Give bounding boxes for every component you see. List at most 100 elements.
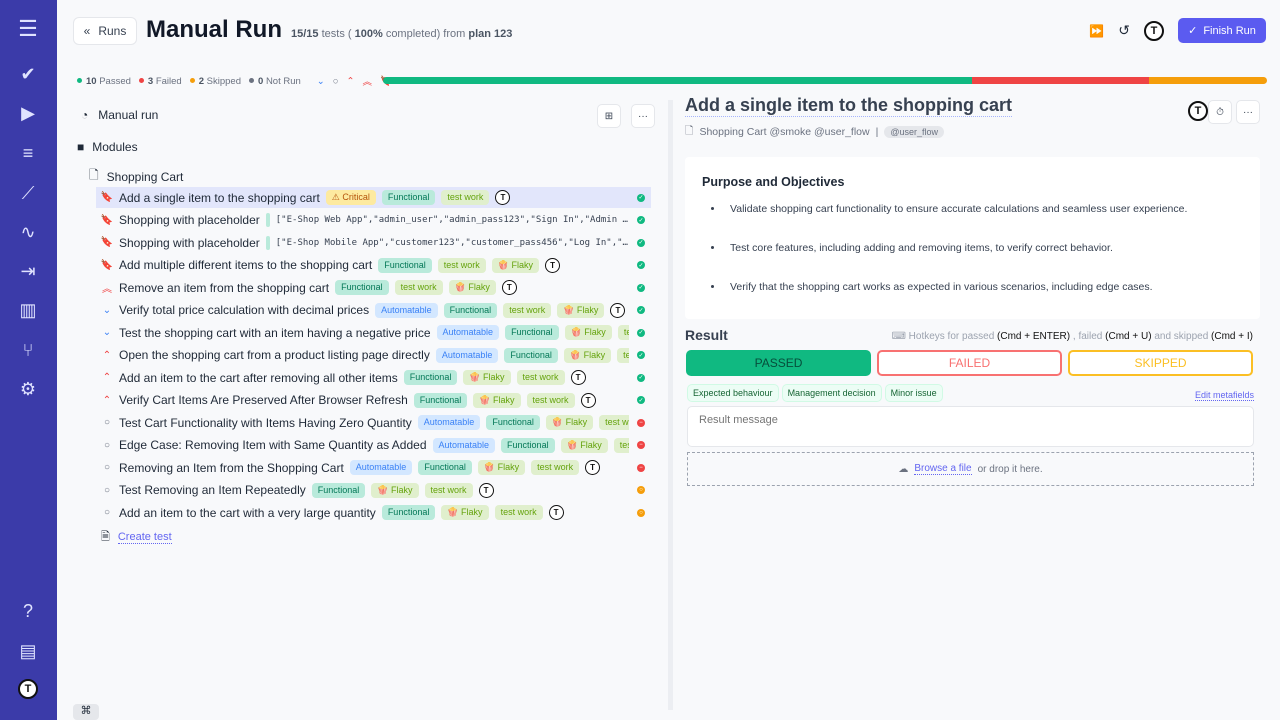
back-to-runs-button[interactable]: « Runs (73, 17, 137, 45)
tag-stub (265, 213, 270, 227)
test-row[interactable]: ⌃ Add an item to the cart after removing … (96, 367, 651, 388)
detail-more-button[interactable]: ··· (1236, 100, 1260, 124)
list-check-icon[interactable]: ≡ (22, 142, 34, 163)
completed-from: completed) from (385, 28, 466, 40)
test-tag: test work (617, 347, 629, 363)
plan-link[interactable]: plan 123 (468, 28, 513, 40)
assignee-avatar: T (580, 392, 596, 408)
assignee-avatar: T (495, 190, 511, 205)
test-row[interactable]: ⌄ Test the shopping cart with an item hav… (96, 322, 651, 343)
assignee-avatar: T (548, 505, 564, 520)
help-icon[interactable]: ? (22, 600, 33, 621)
folders-icon[interactable]: ▤ (19, 640, 37, 661)
user-avatar[interactable]: T (18, 679, 38, 699)
metatag-management-decision[interactable]: Management decision (781, 384, 882, 402)
metatag-expected-behaviour[interactable]: Expected behaviour (687, 384, 779, 402)
tree-more-button[interactable]: ··· (631, 104, 655, 128)
test-row[interactable]: ○ Add an item to the cart with a very lar… (96, 502, 651, 523)
test-tag: Functional (443, 302, 498, 318)
steps-icon[interactable]: ⟋ (21, 182, 35, 203)
test-row[interactable]: 🔖 Add a single item to the shopping cart ⚠… (96, 187, 651, 208)
test-tag: 🍿 Flaky (448, 280, 496, 295)
status-passed-icon: ✓ (637, 396, 645, 404)
test-tree-panel: ◔ Manual run ⊞ ··· ■ Modules 🗋 Shopping Car… (57, 100, 667, 720)
test-row[interactable]: 🔖 Shopping with placeholder ["E-Shop Web A… (96, 210, 651, 231)
tag-chip[interactable]: @user_flow (884, 126, 944, 138)
play-circle-icon[interactable]: ▶ (21, 102, 35, 123)
create-test-link[interactable]: 🗎 Create test (101, 528, 172, 547)
test-row[interactable]: ⌄ Verify total price calculation with dec… (96, 300, 651, 321)
import-icon[interactable]: ⇥ (20, 260, 36, 281)
folder-modules[interactable]: ■ Modules (77, 140, 138, 154)
analytics-icon[interactable]: ▥ (19, 299, 37, 320)
finish-run-button[interactable]: ✓ Finish Run (1178, 18, 1266, 43)
file-drop-zone[interactable]: ☁ Browse a file or drop it here. (687, 452, 1254, 486)
test-tag: 🍿 Flaky (560, 437, 608, 453)
test-row[interactable]: ○ Edge Case: Removing Item with Same Quan… (96, 435, 651, 456)
chevron-down-icon: ⌄ (102, 304, 112, 316)
filter-no-priority-icon[interactable]: ○ (332, 75, 339, 87)
metatag-minor-issue[interactable]: Minor issue (884, 384, 943, 402)
checkmark-icon[interactable]: ✔ (20, 63, 36, 84)
file-check-icon: 🗋 (685, 125, 694, 137)
test-row[interactable]: ︽ Remove an item from the shopping cart Fu… (96, 277, 651, 298)
test-tag: test work (531, 460, 580, 475)
menu-icon[interactable]: ☰ (18, 16, 38, 41)
test-row[interactable]: ⌃ Open the shopping cart from a product l… (96, 345, 651, 366)
status-passed-icon: ✓ (637, 238, 645, 247)
stat-failed[interactable]: 3 Failed (138, 76, 182, 87)
tree-toggle-button[interactable]: ⊞ (597, 104, 621, 128)
tests-word: tests ( (321, 28, 352, 40)
test-tag: Automatable (432, 437, 496, 453)
test-title: Removing an Item from the Shopping Cart (119, 460, 344, 475)
test-row[interactable]: ⌃ Verify Cart Items Are Preserved After B… (96, 390, 651, 411)
circle-icon: ○ (103, 462, 111, 473)
gear-icon[interactable]: ⚙ (19, 378, 37, 399)
suite-shopping-cart[interactable]: 🗋 Shopping Cart (89, 166, 183, 187)
test-tag: test work (526, 392, 575, 408)
test-title[interactable]: Add a single item to the shopping cart (685, 95, 1013, 117)
test-title: Verify total price calculation with deci… (119, 303, 370, 317)
filter-normal-priority-icon[interactable]: ⌃ (346, 75, 355, 87)
stat-skipped[interactable]: 2 Skipped (189, 76, 241, 87)
timer-button[interactable]: ⏱ (1208, 100, 1232, 124)
check-icon: ✓ (1188, 25, 1198, 37)
filter-high-priority-icon[interactable]: ︽ (362, 77, 372, 88)
double-chevron-up-icon: ︽ (102, 284, 112, 295)
stat-not-run[interactable]: 0 Not Run (249, 76, 301, 87)
stat-passed[interactable]: 10 Passed (77, 76, 131, 87)
command-icon[interactable]: ⌘ (73, 704, 99, 720)
result-message-input[interactable] (687, 406, 1254, 447)
test-tag: test work (437, 257, 486, 273)
detail-assignee-avatar[interactable]: T (1188, 101, 1208, 121)
test-row[interactable]: ○ Test Cart Functionality with Items Havi… (96, 412, 651, 433)
assignee-avatar[interactable]: T (1144, 20, 1164, 41)
test-tag: test work (613, 437, 629, 453)
test-tag: test work (516, 370, 565, 385)
chevron-up-icon: ⌃ (102, 394, 112, 406)
suite-tags: Shopping Cart @smoke @user_flow (699, 126, 870, 138)
fast-forward-icon[interactable]: ⏩ (1089, 23, 1105, 38)
edit-metafields-link[interactable]: Edit metafields (1194, 390, 1254, 401)
failed-button[interactable]: FAILED (877, 350, 1062, 376)
pulse-icon[interactable]: ∿ (20, 221, 36, 242)
progress-segment-failed (972, 77, 1150, 84)
double-chevron-left-icon: « (83, 24, 91, 38)
test-row[interactable]: 🔖 Add multiple different items to the sho… (96, 255, 651, 276)
panel-resize-handle[interactable] (668, 100, 673, 710)
progress-count: 15/15 (291, 28, 319, 40)
skipped-button[interactable]: SKIPPED (1068, 350, 1253, 376)
test-row[interactable]: 🔖 Shopping with placeholder ["E-Shop Mobil… (96, 232, 651, 253)
test-row[interactable]: ○ Test Removing an Item Repeatedly Functio… (96, 480, 651, 501)
finish-label: Finish Run (1203, 24, 1256, 37)
browse-file-link[interactable]: Browse a file (914, 463, 972, 475)
create-test-label[interactable]: Create test (117, 531, 172, 544)
history-icon[interactable]: ↺ (1118, 22, 1130, 38)
filter-low-priority-icon[interactable]: ⌄ (316, 75, 325, 87)
test-row[interactable]: ○ Removing an Item from the Shopping Cart… (96, 457, 651, 478)
chevron-down-icon: ⌄ (102, 327, 112, 338)
branch-icon[interactable]: ⑂ (22, 339, 34, 360)
test-tag: test work (494, 505, 543, 520)
passed-button[interactable]: PASSED (686, 350, 871, 376)
status-passed-icon: ✓ (637, 193, 645, 202)
